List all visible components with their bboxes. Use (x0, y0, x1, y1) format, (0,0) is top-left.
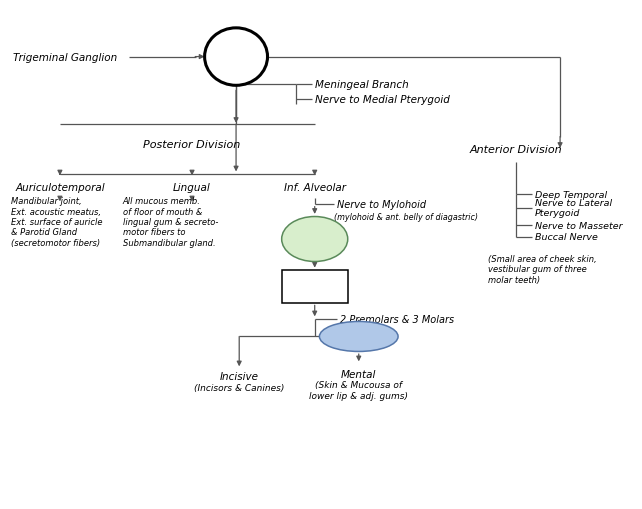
Text: Posterior Division: Posterior Division (143, 140, 241, 150)
Text: mental foramen: mental foramen (320, 332, 397, 342)
Text: Mandibular joint,
Ext. acoustic meatus,
Ext. surface of auricle
& Parotid Gland
: Mandibular joint, Ext. acoustic meatus, … (12, 197, 103, 247)
Text: Trigeminal Ganglion: Trigeminal Ganglion (13, 52, 117, 63)
Text: All mucous memb.
of floor of mouth &
lingual gum & secreto-
motor fibers to
Subm: All mucous memb. of floor of mouth & lin… (123, 197, 218, 247)
Text: Canal: Canal (301, 290, 328, 299)
Text: Ovale: Ovale (221, 62, 251, 71)
Text: Foramen: Foramen (213, 46, 259, 56)
Bar (282, 271, 348, 303)
Text: Incisive: Incisive (220, 372, 259, 382)
Text: Lingual: Lingual (173, 182, 211, 192)
Ellipse shape (205, 29, 268, 86)
Text: (mylohoid & ant. belly of diagastric): (mylohoid & ant. belly of diagastric) (334, 212, 478, 221)
Text: (Incisors & Canines): (Incisors & Canines) (194, 383, 284, 392)
Text: Nerve to Lateral
Pterygoid: Nerve to Lateral Pterygoid (535, 199, 612, 218)
Text: Auriculotemporal: Auriculotemporal (15, 182, 105, 192)
Text: Nerve to Medial Pterygoid: Nerve to Medial Pterygoid (315, 95, 449, 105)
Text: Deep Temporal: Deep Temporal (535, 190, 607, 199)
Text: Inf. Alveolar: Inf. Alveolar (284, 182, 345, 192)
Text: Buccal Nerve: Buccal Nerve (535, 233, 598, 242)
Text: Meningeal Branch: Meningeal Branch (315, 80, 408, 90)
Text: (Skin & Mucousa of: (Skin & Mucousa of (315, 381, 403, 390)
Text: Mental: Mental (341, 369, 376, 379)
Text: Nerve to Masseter: Nerve to Masseter (535, 221, 622, 230)
Text: (Small area of cheek skin,
vestibular gum of three
molar teeth): (Small area of cheek skin, vestibular gu… (488, 254, 596, 285)
Text: Nerve to Mylohoid: Nerve to Mylohoid (337, 200, 426, 210)
Ellipse shape (282, 217, 348, 262)
Text: lower lip & adj. gums): lower lip & adj. gums) (309, 391, 408, 401)
Text: Foramen: Foramen (293, 244, 336, 253)
Ellipse shape (320, 322, 398, 352)
Text: Mandibular: Mandibular (288, 277, 342, 287)
Text: Anterior Division: Anterior Division (470, 145, 562, 155)
Text: Mandibular: Mandibular (288, 229, 342, 238)
Text: 2 Premolars & 3 Molars: 2 Premolars & 3 Molars (340, 315, 454, 324)
